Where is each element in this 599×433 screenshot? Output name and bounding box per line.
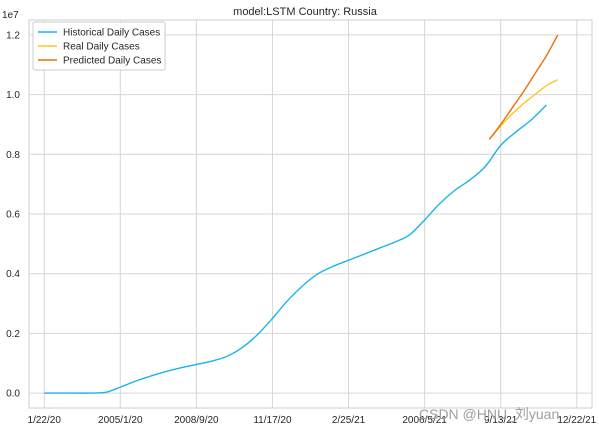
x-tick-label: 2008/9/20 xyxy=(174,415,219,426)
series-lines xyxy=(44,34,559,394)
legend-label: Predicted Daily Cases xyxy=(63,56,161,67)
x-axis: 1/22/20 2005/1/20 2008/9/20 11/17/20 2/25/21… xyxy=(28,415,597,426)
x-tick-label: 2005/1/20 xyxy=(98,415,143,426)
legend: Historical Daily Cases Real Daily Cases Pr… xyxy=(32,21,166,71)
legend-label: Real Daily Cases xyxy=(63,42,140,53)
y-tick-label: 0.6 xyxy=(6,210,20,221)
y-tick-label: 0.0 xyxy=(6,389,20,400)
chart-title: model:LSTM Country: Russia xyxy=(233,6,378,18)
y-tick-label: 0.4 xyxy=(6,269,20,280)
y-tick-label: 0.8 xyxy=(6,150,20,161)
x-tick-label: 9/13/21 xyxy=(484,415,518,426)
y-tick-label: 1.0 xyxy=(6,90,20,101)
legend-label: Historical Daily Cases xyxy=(63,28,160,39)
gridlines xyxy=(29,20,592,408)
x-tick-label: 11/17/20 xyxy=(253,415,292,426)
x-tick-label: 2006/5/21 xyxy=(402,415,447,426)
y-tick-label: 1.2 xyxy=(6,30,20,41)
x-tick-label: 2/25/21 xyxy=(332,415,366,426)
y-scale-label: 1e7 xyxy=(2,10,19,21)
x-tick-label: 1/22/20 xyxy=(28,415,62,426)
y-tick-label: 0.2 xyxy=(6,329,20,340)
y-axis: 0.0 0.2 0.4 0.6 0.8 1.0 1.2 xyxy=(6,30,20,399)
series-line-historical-daily-cases xyxy=(44,104,547,394)
plot-frame xyxy=(28,19,593,409)
series-line-real-daily-cases xyxy=(488,79,559,140)
legend-box xyxy=(32,21,166,71)
series-line-predicted-daily-cases xyxy=(488,34,559,140)
watermark: CSDN @HNU_刘yuan xyxy=(419,406,559,422)
x-tick-label: 12/22/21 xyxy=(557,415,596,426)
